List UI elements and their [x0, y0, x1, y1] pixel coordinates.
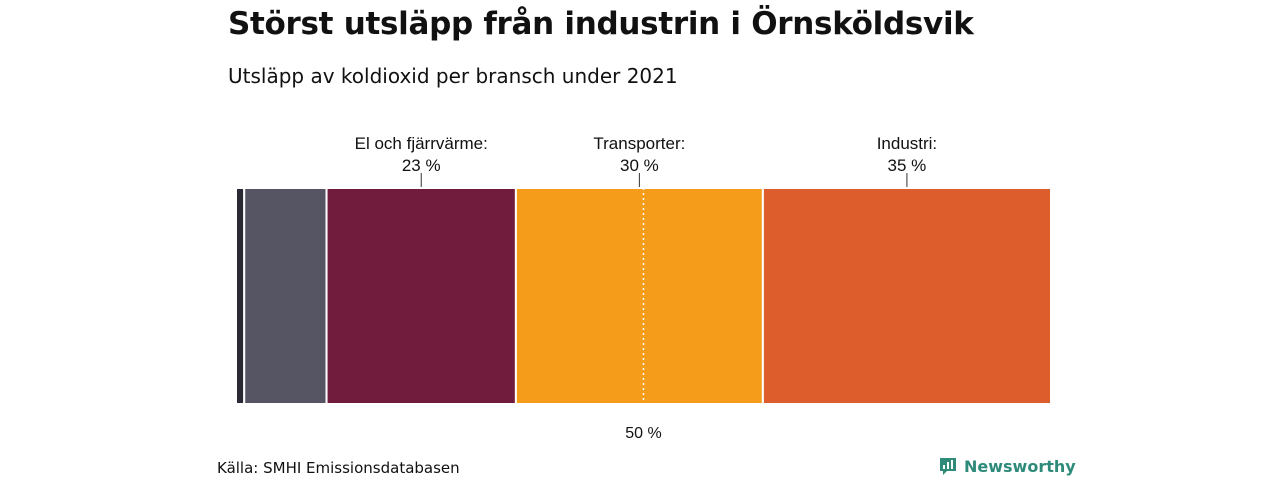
segment-value-industri: 35 %: [888, 156, 927, 175]
source-note: Källa: SMHI Emissionsdatabasen: [217, 459, 460, 477]
brand-name: Newsworthy: [964, 456, 1076, 476]
midline-label: 50 %: [625, 425, 661, 442]
bar-segment-other-1: [235, 187, 246, 405]
bar-segment-transporter: [514, 187, 764, 405]
segment-value-transporter: 30 %: [620, 156, 659, 175]
segment-label-industri: Industri:: [877, 134, 937, 153]
bar-segment-other-2: [243, 187, 328, 405]
segment-label-transporter: Transporter:: [593, 134, 685, 153]
segment-value-el-och-fjärrvärme: 23 %: [402, 156, 441, 175]
chart-subtitle: Utsläpp av koldioxid per bransch under 2…: [228, 64, 678, 88]
stacked-bar-chart: El och fjärrvärme: 23 % Transporter: 30 % In…: [235, 134, 1052, 442]
chart-title: Störst utsläpp från industrin i Örnsköld…: [228, 6, 974, 42]
bar-segment-industri: [761, 187, 1052, 405]
bar-segment-el-och-fjärrvärme: [325, 187, 517, 405]
newsworthy-logo-icon: [940, 458, 956, 475]
brand-logo: Newsworthy: [938, 456, 1076, 476]
segment-label-el-och-fjärrvärme: El och fjärrvärme:: [355, 134, 488, 153]
